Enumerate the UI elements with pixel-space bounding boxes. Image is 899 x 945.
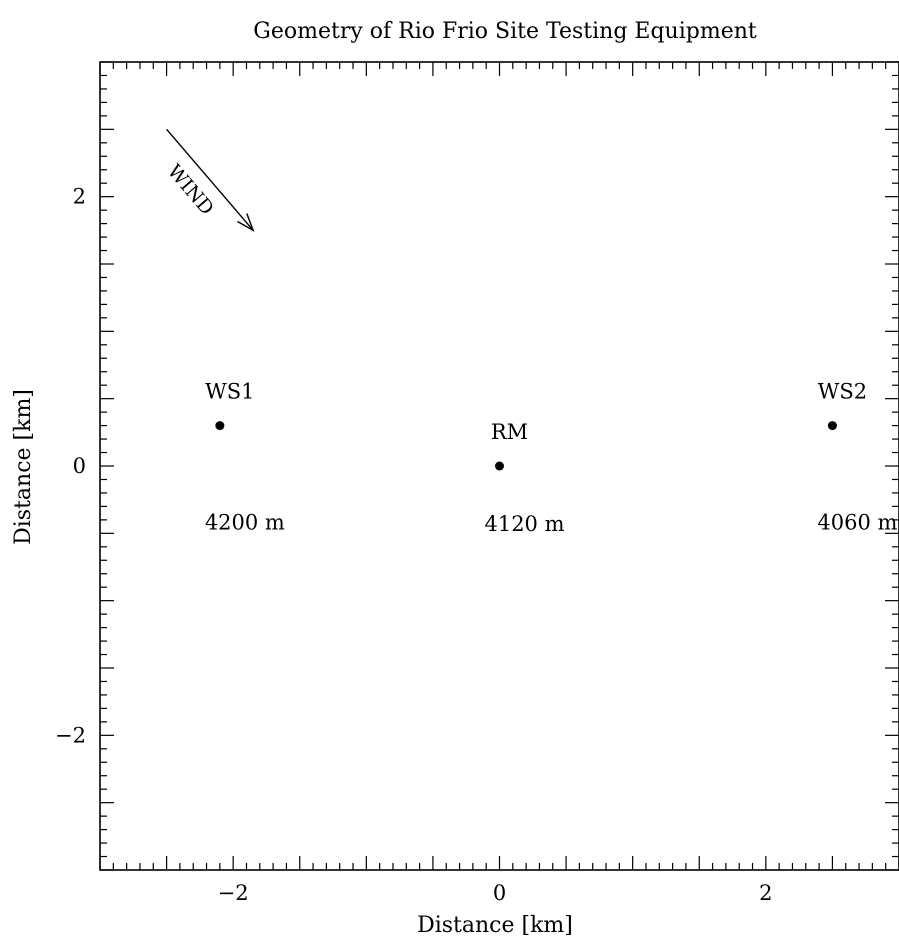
wind-arrow-shaft <box>166 128 254 231</box>
chart-annotations: WIND <box>163 128 255 232</box>
chart-title: Geometry of Rio Frio Site Testing Equipm… <box>253 19 757 44</box>
wind-arrow-head <box>237 213 255 232</box>
y-tick-label: 2 <box>73 185 86 209</box>
x-tick-label: 2 <box>759 881 772 905</box>
wind-label: WIND <box>163 160 218 219</box>
station-point <box>215 421 225 431</box>
station-altitude-label: 4200 m <box>205 511 285 535</box>
x-tick-label: −2 <box>218 881 249 905</box>
y-axis-label: Distance [km] <box>11 389 36 545</box>
axis-tick-labels: −2 0 2 2 0 −2 <box>55 185 772 905</box>
y-tick-label: −2 <box>55 723 86 747</box>
station-name-label: WS2 <box>818 380 867 404</box>
station-markers: WS1 4200 m RM 4120 m WS2 4060 m <box>205 380 898 536</box>
y-tick-label: 0 <box>73 454 86 478</box>
axis-ticks <box>99 61 899 871</box>
station-point <box>495 461 504 471</box>
station-point <box>827 421 837 431</box>
station-altitude-label: 4120 m <box>484 512 564 536</box>
x-tick-label: 0 <box>493 881 506 905</box>
station-name-label: RM <box>491 420 528 444</box>
station-altitude-label: 4060 m <box>817 511 897 535</box>
station-name-label: WS1 <box>205 380 254 404</box>
x-axis-label: Distance [km] <box>417 913 573 938</box>
